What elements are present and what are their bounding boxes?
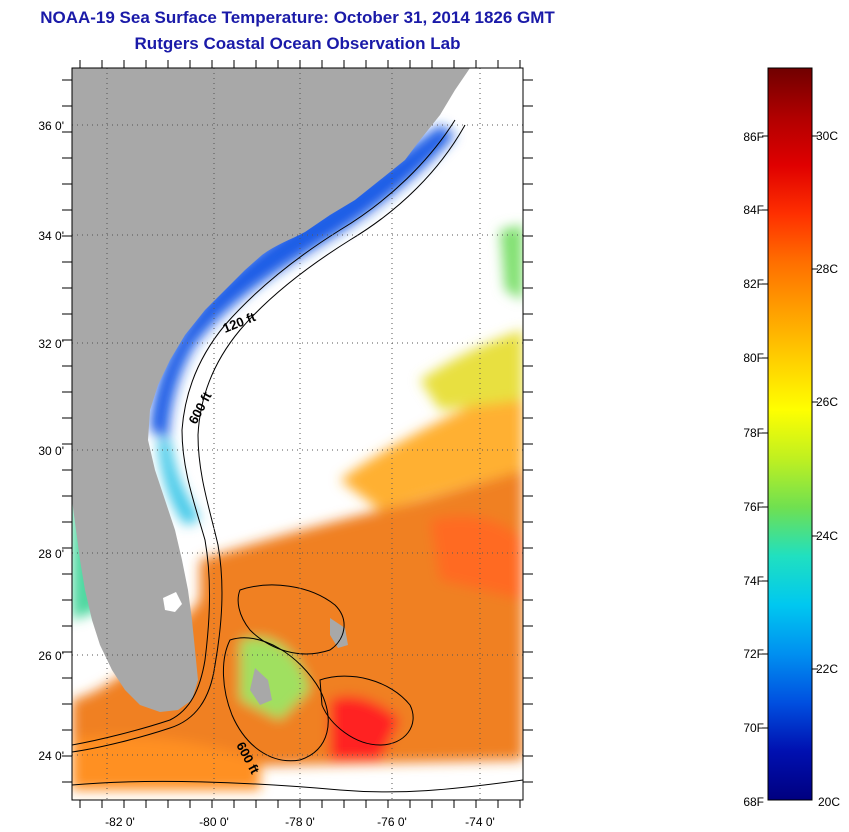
colorbar-label-84f: 84F [743,203,764,217]
temperature-colorbar: 86F 84F 82F 80F 78F 76F 74F 72F 70F 68F … [743,67,840,809]
lon-label-80: -80 0' [199,815,229,829]
land-mass [72,68,470,712]
contour-cuba [72,779,523,793]
lat-label-24: 24 0' [38,749,64,763]
colorbar-label-24c: 24C [816,529,838,543]
colorbar-frame [767,67,813,801]
colorbar-gradient [768,68,812,800]
lake-okeechobee [163,592,182,612]
colorbar-label-30c: 30C [816,129,838,143]
colorbar-label-28c: 28C [816,262,838,276]
colorbar-label-80f: 80F [743,351,764,365]
contour-bahamas-2 [222,637,329,762]
colorbar-label-22c: 22C [816,662,838,676]
contour-bahamas [237,584,345,655]
colorbar-label-78f: 78F [743,426,764,440]
map-title: NOAA-19 Sea Surface Temperature: October… [40,8,555,27]
colorbar-label-20c: 20C [818,795,840,809]
colorbar-label-82f: 82F [743,277,764,291]
colorbar-label-86f: 86F [743,130,764,144]
contour-120ft [72,119,456,746]
lon-label-78: -78 0' [285,815,315,829]
island-andros [250,668,272,705]
lat-label-36: 36 0' [38,119,64,133]
colorbar-label-68f: 68F [743,795,764,809]
colorbar-label-26c: 26C [816,395,838,409]
lon-label-74: -74 0' [465,815,495,829]
map-panel: 120 ft 600 ft 600 ft 36 0' 34 0' 32 0' 3… [38,60,533,829]
map-frame [71,67,524,801]
lat-label-26: 26 0' [38,649,64,663]
lat-label-30: 30 0' [38,444,64,458]
colorbar-label-70f: 70F [743,721,764,735]
lat-label-34: 34 0' [38,229,64,243]
lon-label-82: -82 0' [105,815,135,829]
map-subtitle: Rutgers Coastal Ocean Observation Lab [134,34,461,53]
contour-600ft [72,124,466,753]
colorbar-tick-marks [762,135,818,729]
colorbar-label-76f: 76F [743,500,764,514]
map-grid [72,68,523,800]
map-tick-marks [62,60,533,808]
island-eleuthera [330,618,348,648]
lat-label-28: 28 0' [38,547,64,561]
colorbar-label-74f: 74F [743,574,764,588]
contour-bahamas-3 [319,675,414,746]
lat-label-32: 32 0' [38,337,64,351]
lon-label-76: -76 0' [377,815,407,829]
colorbar-label-72f: 72F [743,647,764,661]
